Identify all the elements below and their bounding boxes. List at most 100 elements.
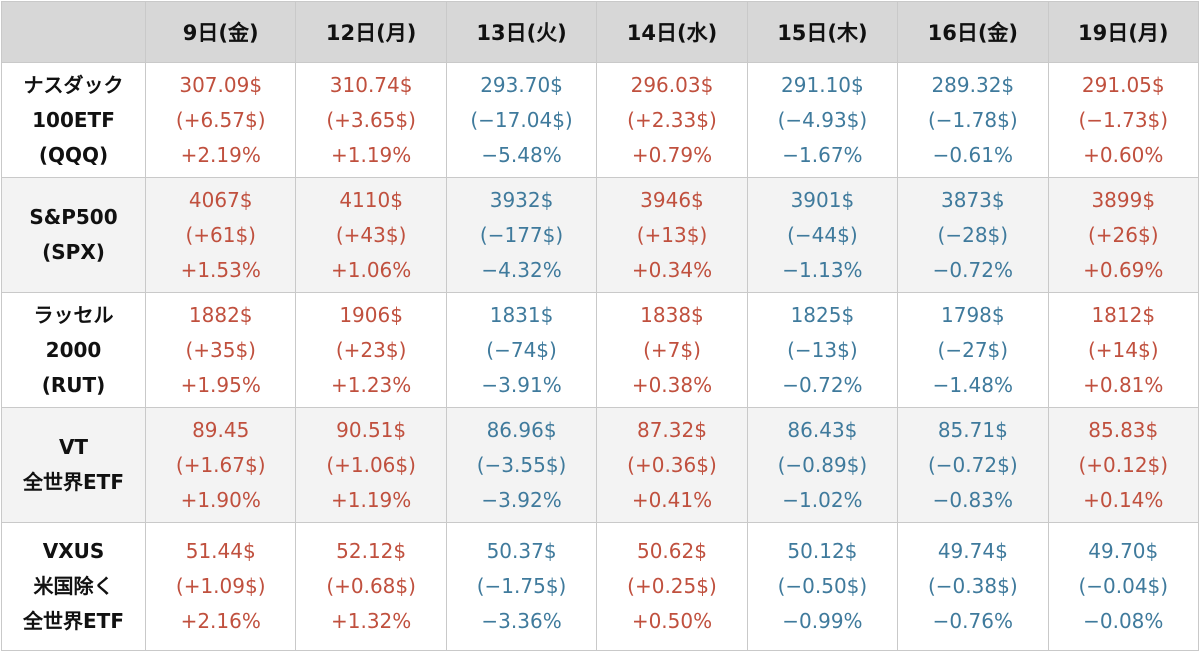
- price-cell: 291.05$ (−1.73$) +0.60%: [1047, 62, 1200, 178]
- price-value: 50.37$: [486, 539, 557, 563]
- row-label-line: 2000: [45, 337, 102, 362]
- change-value: (+1.06$): [326, 452, 416, 477]
- date-header: 14日(水): [596, 1, 748, 63]
- price-value: 1882$: [188, 302, 253, 327]
- percent-change: −0.83%: [932, 487, 1013, 512]
- price-value: 307.09$: [179, 72, 263, 97]
- price-cell: 289.32$ (−1.78$) −0.61%: [897, 62, 1049, 178]
- price-value: 1838$: [640, 302, 704, 327]
- percent-change: +1.06%: [330, 257, 412, 282]
- price-cell: 3901$ (−44$) −1.13%: [746, 177, 899, 293]
- price-value: 85.71$: [937, 417, 1008, 442]
- price-cell: 85.83$ (+0.12$) +0.14%: [1047, 407, 1200, 523]
- row-label-line: VT: [58, 435, 89, 459]
- row-label-line: ナスダック: [23, 72, 124, 97]
- row-label: S&P500 (SPX): [1, 177, 146, 293]
- price-cell: 1831$ (−74$) −3.91%: [445, 292, 598, 408]
- price-cell: 291.10$ (−4.93$) −1.67%: [746, 62, 899, 178]
- change-value: (+3.65$): [326, 107, 416, 132]
- change-value: (+26$): [1087, 222, 1159, 247]
- percent-change: −3.36%: [481, 609, 562, 633]
- price-value: 50.12$: [787, 539, 858, 563]
- percent-change: +1.90%: [180, 487, 261, 512]
- price-cell: 49.70$ (−0.04$) −0.08%: [1047, 522, 1200, 651]
- price-cell: 1798$ (−27$) −1.48%: [897, 292, 1049, 408]
- price-cell: 1882$ (+35$) +1.95%: [144, 292, 297, 408]
- change-value: (+7$): [643, 337, 701, 362]
- price-value: 49.74$: [937, 539, 1008, 563]
- percent-change: −1.67%: [782, 142, 863, 167]
- row-label-line: (RUT): [41, 372, 106, 397]
- price-cell: 307.09$ (+6.57$) +2.19%: [144, 62, 297, 178]
- price-cell: 1906$ (+23$) +1.23%: [295, 292, 447, 408]
- change-value: (+0.36$): [627, 452, 717, 477]
- price-cell: 293.70$ (−17.04$) −5.48%: [445, 62, 598, 178]
- change-value: (−3.55$): [476, 452, 567, 477]
- price-value: 291.10$: [781, 72, 864, 97]
- change-value: (−0.72$): [928, 452, 1018, 477]
- percent-change: +1.95%: [180, 372, 261, 397]
- percent-change: +1.19%: [330, 487, 412, 512]
- change-value: (+0.68$): [326, 574, 416, 598]
- row-label: VT 全世界ETF: [1, 407, 146, 523]
- date-header: 16日(金): [897, 1, 1049, 63]
- price-value: 3873$: [941, 187, 1005, 212]
- price-value: 1812$: [1091, 302, 1156, 327]
- change-value: (−17.04$): [470, 107, 573, 132]
- price-cell: 50.62$ (+0.25$) +0.50%: [596, 522, 748, 651]
- date-header: 9日(金): [144, 1, 297, 63]
- percent-change: −5.48%: [481, 142, 562, 167]
- row-label-line: (QQQ): [38, 142, 109, 167]
- change-value: (+35$): [185, 337, 256, 362]
- percent-change: +1.19%: [330, 142, 412, 167]
- price-cell: 3932$ (−177$) −4.32%: [445, 177, 598, 293]
- percent-change: −0.72%: [932, 257, 1013, 282]
- row-label-line: 100ETF: [32, 107, 115, 132]
- table-row: VXUS 米国除く 全世界ETF 51.44$ (+1.09$) +2.16% 52.12$…: [1, 522, 1200, 651]
- table-row: VT 全世界ETF 89.45 (+1.67$) +1.90% 90.51$ (+1.06$…: [1, 407, 1200, 523]
- percent-change: +0.81%: [1083, 372, 1164, 397]
- price-value: 293.70$: [480, 72, 563, 97]
- row-label-line: VXUS: [42, 539, 105, 563]
- percent-change: −3.92%: [481, 487, 562, 512]
- price-value: 3901$: [790, 187, 855, 212]
- percent-change: +0.14%: [1083, 487, 1164, 512]
- change-value: (−0.04$): [1078, 574, 1169, 598]
- price-value: 51.44$: [185, 539, 256, 563]
- change-value: (−13$): [787, 337, 858, 362]
- row-label: ナスダック 100ETF (QQQ): [1, 62, 146, 178]
- change-value: (+0.12$): [1078, 452, 1169, 477]
- percent-change: +1.23%: [330, 372, 412, 397]
- percent-change: +2.19%: [180, 142, 261, 167]
- price-value: 52.12$: [336, 539, 407, 563]
- change-value: (−1.73$): [1078, 107, 1169, 132]
- change-value: (+13$): [636, 222, 708, 247]
- table-body: ナスダック 100ETF (QQQ) 307.09$ (+6.57$) +2.19% 310…: [1, 62, 1200, 651]
- percent-change: +2.16%: [180, 609, 261, 633]
- price-cell: 86.96$ (−3.55$) −3.92%: [445, 407, 598, 523]
- price-value: 310.74$: [329, 72, 413, 97]
- price-value: 49.70$: [1088, 539, 1159, 563]
- price-cell: 3946$ (+13$) +0.34%: [596, 177, 748, 293]
- percent-change: −0.76%: [932, 609, 1013, 633]
- price-cell: 51.44$ (+1.09$) +2.16%: [144, 522, 297, 651]
- price-cell: 310.74$ (+3.65$) +1.19%: [295, 62, 447, 178]
- date-header: 13日(火): [445, 1, 598, 63]
- price-cell: 85.71$ (−0.72$) −0.83%: [897, 407, 1049, 523]
- change-value: (+43$): [335, 222, 407, 247]
- price-value: 4067$: [188, 187, 253, 212]
- change-value: (+23$): [335, 337, 407, 362]
- price-value: 4110$: [339, 187, 403, 212]
- change-value: (+1.67$): [175, 452, 266, 477]
- price-cell: 50.12$ (−0.50$) −0.99%: [746, 522, 899, 651]
- price-cell: 90.51$ (+1.06$) +1.19%: [295, 407, 447, 523]
- price-value: 1798$: [941, 302, 1005, 327]
- price-value: 3899$: [1091, 187, 1156, 212]
- price-value: 89.45: [192, 417, 250, 442]
- price-cell: 1838$ (+7$) +0.38%: [596, 292, 748, 408]
- price-value: 3932$: [489, 187, 554, 212]
- change-value: (−177$): [479, 222, 564, 247]
- price-value: 90.51$: [336, 417, 407, 442]
- price-value: 87.32$: [636, 417, 707, 442]
- change-value: (−4.93$): [777, 107, 868, 132]
